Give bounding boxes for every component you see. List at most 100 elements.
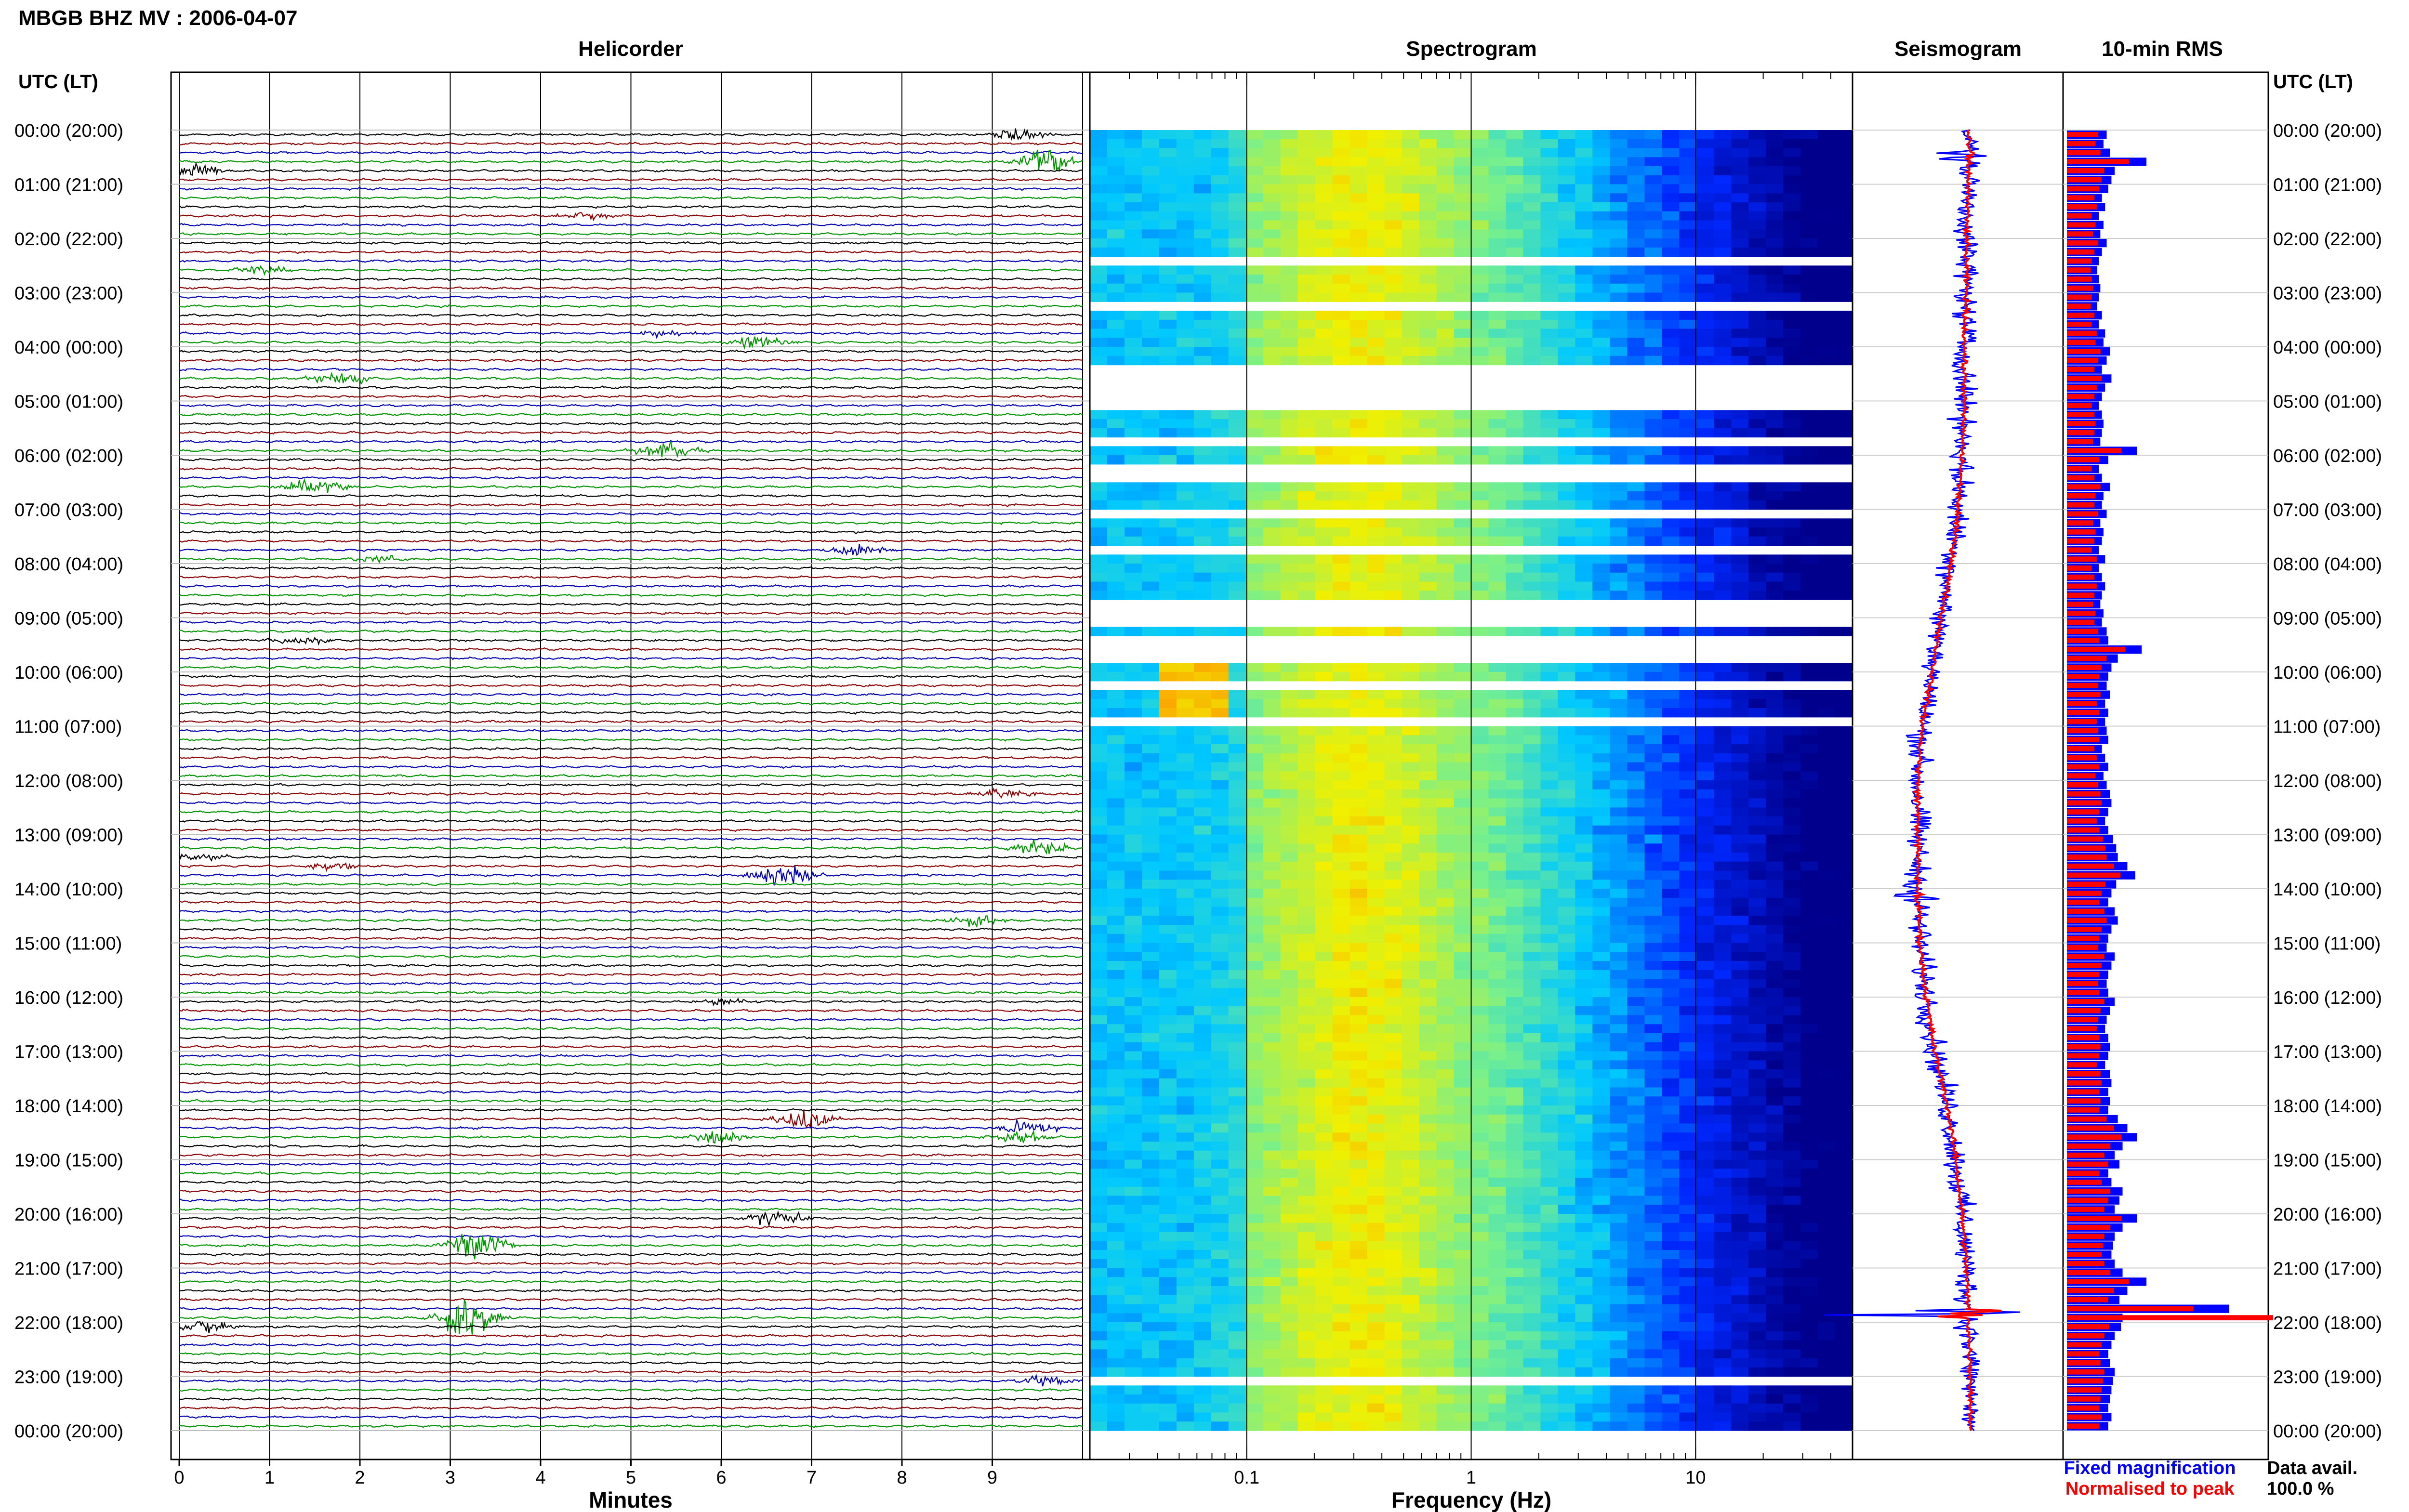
spectrogram-cell <box>1107 148 1125 158</box>
spectrogram-cell <box>1471 591 1489 600</box>
spectrogram-cell <box>1592 726 1610 736</box>
spectrogram-cell <box>1662 175 1680 185</box>
spectrogram-cell <box>1193 283 1212 293</box>
spectrogram-cell <box>1488 853 1507 862</box>
spectrogram-cell <box>1107 564 1125 573</box>
spectrogram-cell <box>1679 428 1697 438</box>
spectrogram-cell <box>1696 275 1714 284</box>
spectrogram-cell <box>1280 1042 1298 1052</box>
spectrogram-cell <box>1384 202 1403 212</box>
spectrogram-cell <box>1193 1150 1212 1160</box>
spectrogram-cell <box>1766 184 1784 194</box>
spectrogram-cell <box>1367 1205 1385 1214</box>
spectrogram-cell <box>1644 1186 1662 1196</box>
spectrogram-cell <box>1766 708 1784 718</box>
spectrogram-cell <box>1141 726 1160 736</box>
spectrogram-cell <box>1506 500 1524 510</box>
spectrogram-cell <box>1141 789 1160 799</box>
spectrogram-cell <box>1350 419 1368 429</box>
spectrogram-cell <box>1245 319 1264 329</box>
spectrogram-cell <box>1367 870 1385 880</box>
spectrogram-cell <box>1835 536 1853 546</box>
spectrogram-cell <box>1627 536 1645 546</box>
spectrogram-cell <box>1211 771 1229 781</box>
spectrogram-cell <box>1141 672 1160 682</box>
spectrogram-cell <box>1315 979 1333 988</box>
spectrogram-cell <box>1245 970 1264 980</box>
helicorder-trace <box>179 981 1083 986</box>
spectrogram-cell <box>1436 925 1455 934</box>
spectrogram-cell <box>1193 843 1212 853</box>
spectrogram-cell <box>1402 1060 1420 1070</box>
spectrogram-cell <box>1125 988 1142 998</box>
spectrogram-cell <box>1488 220 1507 230</box>
spectrogram-cell <box>1107 338 1125 347</box>
spectrogram-cell <box>1818 446 1836 456</box>
spectrogram-cell <box>1506 229 1524 239</box>
spectrogram-cell <box>1436 527 1455 537</box>
spectrogram-cell <box>1350 1286 1368 1296</box>
spectrogram-cell <box>1662 825 1680 835</box>
spectrogram-cell <box>1540 943 1558 952</box>
spectrogram-cell <box>1211 1232 1229 1241</box>
spectrogram-cell <box>1125 1178 1142 1187</box>
spectrogram-cell <box>1211 193 1229 203</box>
spectrogram-cell <box>1748 1087 1766 1097</box>
spectrogram-cell <box>1263 762 1281 772</box>
spectrogram-cell <box>1384 292 1403 302</box>
spectrogram-cell <box>1332 816 1350 826</box>
spectrogram-cell <box>1575 1078 1593 1088</box>
spectrogram-cell <box>1107 347 1125 356</box>
spectrogram-cell <box>1125 1232 1142 1241</box>
spectrogram-cell <box>1280 1169 1298 1178</box>
spectrogram-cell <box>1558 591 1575 600</box>
spectrogram-cell <box>1731 1114 1749 1124</box>
spectrogram-cell <box>1592 193 1610 203</box>
spectrogram-cell <box>1090 265 1108 275</box>
spectrogram-cell <box>1090 202 1108 212</box>
spectrogram-cell <box>1766 247 1784 257</box>
spectrogram-cell <box>1176 663 1194 672</box>
spectrogram-cell <box>1193 789 1212 799</box>
spectrogram-cell <box>1384 762 1403 772</box>
spectrogram-cell <box>1245 916 1264 925</box>
spectrogram-cell <box>1280 1178 1298 1187</box>
spectrogram-cell <box>1280 157 1298 167</box>
spectrogram-cell <box>1644 130 1662 140</box>
spectrogram-cell <box>1766 455 1784 465</box>
spectrogram-cell <box>1540 690 1558 699</box>
spectrogram-cell <box>1176 329 1194 338</box>
spectrogram-cell <box>1748 916 1766 925</box>
spectrogram-cell <box>1402 880 1420 889</box>
spectrogram-cell <box>1523 870 1541 880</box>
spectrogram-cell <box>1228 329 1246 338</box>
spectrogram-cell <box>1748 1205 1766 1214</box>
spectrogram-cell <box>1402 139 1420 149</box>
spectrogram-cell <box>1263 292 1281 302</box>
spectrogram-cell <box>1176 952 1194 961</box>
spectrogram-cell <box>1228 889 1246 898</box>
spectrogram-cell <box>1818 880 1836 889</box>
spectrogram-cell <box>1280 275 1298 284</box>
spectrogram-cell <box>1644 961 1662 971</box>
spectrogram-cell <box>1627 925 1645 934</box>
spectrogram-cell <box>1245 202 1264 212</box>
spectrogram-cell <box>1107 211 1125 221</box>
spectrogram-cell <box>1350 1169 1368 1178</box>
spectrogram-cell <box>1783 1033 1801 1043</box>
spectrogram-cell <box>1125 925 1142 934</box>
spectrogram-cell <box>1523 1006 1541 1016</box>
spectrogram-cell <box>1402 1214 1420 1223</box>
spectrogram-cell <box>1315 880 1333 889</box>
spectrogram-cell <box>1540 834 1558 844</box>
spectrogram-cell <box>1662 961 1680 971</box>
spectrogram-cell <box>1696 853 1714 862</box>
spectrogram-cell <box>1506 961 1524 971</box>
spectrogram-cell <box>1350 139 1368 149</box>
helicorder-trace <box>179 810 1083 814</box>
spectrogram-cell <box>1454 292 1472 302</box>
spectrogram-cell <box>1731 355 1749 366</box>
spectrogram-cell <box>1506 889 1524 898</box>
spectrogram-cell <box>1575 825 1593 835</box>
spectrogram-cell <box>1419 1078 1437 1088</box>
